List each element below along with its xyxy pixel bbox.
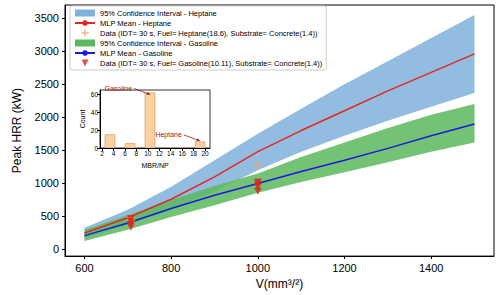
svg-text:3500: 3500 [35, 12, 59, 24]
svg-text:V(mm³/²): V(mm³/²) [256, 277, 303, 291]
svg-text:6: 6 [123, 150, 127, 157]
svg-text:600: 600 [75, 262, 93, 274]
svg-text:4: 4 [112, 150, 116, 157]
svg-text:16: 16 [179, 150, 187, 157]
svg-text:1200: 1200 [332, 262, 356, 274]
svg-text:0: 0 [94, 145, 98, 152]
svg-text:3000: 3000 [35, 45, 59, 57]
svg-text:10: 10 [144, 150, 152, 157]
svg-text:14: 14 [167, 150, 175, 157]
svg-text:2: 2 [100, 150, 104, 157]
svg-text:MLP Mean - Heptane: MLP Mean - Heptane [100, 19, 171, 28]
svg-text:95% Confidence Interval - Gaso: 95% Confidence Interval - Gasoline [100, 39, 218, 48]
svg-text:500: 500 [41, 210, 59, 222]
svg-text:2500: 2500 [35, 78, 59, 90]
svg-text:MBR/NP: MBR/NP [141, 162, 169, 169]
svg-text:Heptane: Heptane [155, 131, 182, 139]
svg-text:12: 12 [156, 150, 164, 157]
svg-text:20: 20 [201, 150, 209, 157]
svg-text:1000: 1000 [35, 177, 59, 189]
svg-text:40: 40 [91, 109, 99, 116]
svg-text:1500: 1500 [35, 144, 59, 156]
svg-text:Data (IDT= 30 s, Fuel= Gasolin: Data (IDT= 30 s, Fuel= Gasoline(10.11), … [100, 59, 323, 68]
svg-text:Count: Count [79, 110, 86, 129]
svg-text:0: 0 [53, 243, 59, 255]
svg-text:20: 20 [91, 127, 99, 134]
svg-text:Gasoline: Gasoline [105, 85, 133, 92]
svg-text:8: 8 [135, 150, 139, 157]
svg-text:MLP Mean - Gasoline: MLP Mean - Gasoline [100, 49, 172, 58]
svg-text:60: 60 [91, 91, 99, 98]
svg-text:800: 800 [162, 262, 180, 274]
svg-text:Data (IDT= 30 s, Fuel= Heptane: Data (IDT= 30 s, Fuel= Heptane(18.6), Su… [100, 29, 318, 38]
svg-text:95% Confidence Interval - Hept: 95% Confidence Interval - Heptane [100, 9, 217, 18]
svg-text:2000: 2000 [35, 111, 59, 123]
svg-text:1000: 1000 [246, 262, 270, 274]
svg-text:18: 18 [190, 150, 198, 157]
svg-text:1400: 1400 [419, 262, 443, 274]
svg-text:Peak HRR (kW): Peak HRR (kW) [10, 88, 24, 173]
